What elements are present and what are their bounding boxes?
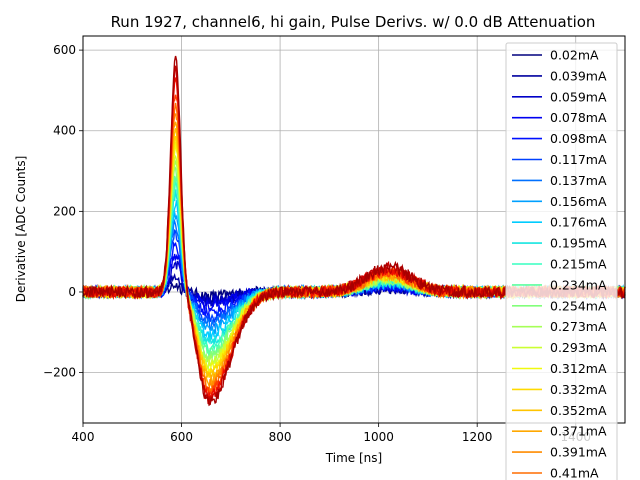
legend-label: 0.156mA	[550, 194, 607, 209]
plot-frame	[82, 35, 626, 424]
legend-label: 0.195mA	[550, 236, 607, 251]
legend-label: 0.078mA	[550, 110, 607, 125]
legend-label: 0.234mA	[550, 277, 607, 292]
y-axis-label: Derivative [ADC Counts]	[14, 156, 28, 303]
legend-label: 0.273mA	[550, 319, 607, 334]
legend-box	[505, 42, 618, 480]
legend-label: 0.254mA	[550, 298, 607, 313]
y-tick-label: −200	[43, 366, 76, 380]
y-tick-label: 200	[53, 204, 76, 218]
legend-label: 0.371mA	[550, 424, 607, 439]
y-tick-label: 0	[68, 285, 76, 299]
x-tick-label: 400	[72, 430, 95, 444]
x-axis-label: Time [ns]	[325, 451, 382, 465]
y-tick-label: 600	[53, 43, 76, 57]
x-tick-label: 800	[269, 430, 292, 444]
legend-label: 0.391mA	[550, 445, 607, 460]
chart-title: Run 1927, channel6, hi gain, Pulse Deriv…	[111, 13, 596, 31]
legend-label: 0.352mA	[550, 403, 607, 418]
legend-label: 0.02mA	[550, 48, 599, 63]
legend-label: 0.039mA	[550, 68, 607, 83]
legend-label: 0.117mA	[550, 152, 607, 167]
legend-label: 0.41mA	[550, 466, 599, 480]
legend-label: 0.137mA	[550, 173, 607, 188]
x-tick-label: 600	[170, 430, 193, 444]
x-tick-label: 1200	[462, 430, 493, 444]
y-tick-label: 400	[53, 124, 76, 138]
legend-label: 0.293mA	[550, 340, 607, 355]
legend-label: 0.312mA	[550, 361, 607, 376]
legend-label: 0.176mA	[550, 215, 607, 230]
legend-label: 0.059mA	[550, 89, 607, 104]
legend: 0.02mA 0.039mA 0.059mA 0.078mA 0.098mA 0.117m…	[505, 42, 618, 480]
x-tick-label: 1000	[363, 430, 394, 444]
legend-label: 0.332mA	[550, 382, 607, 397]
legend-label: 0.098mA	[550, 131, 607, 146]
legend-label: 0.215mA	[550, 257, 607, 272]
